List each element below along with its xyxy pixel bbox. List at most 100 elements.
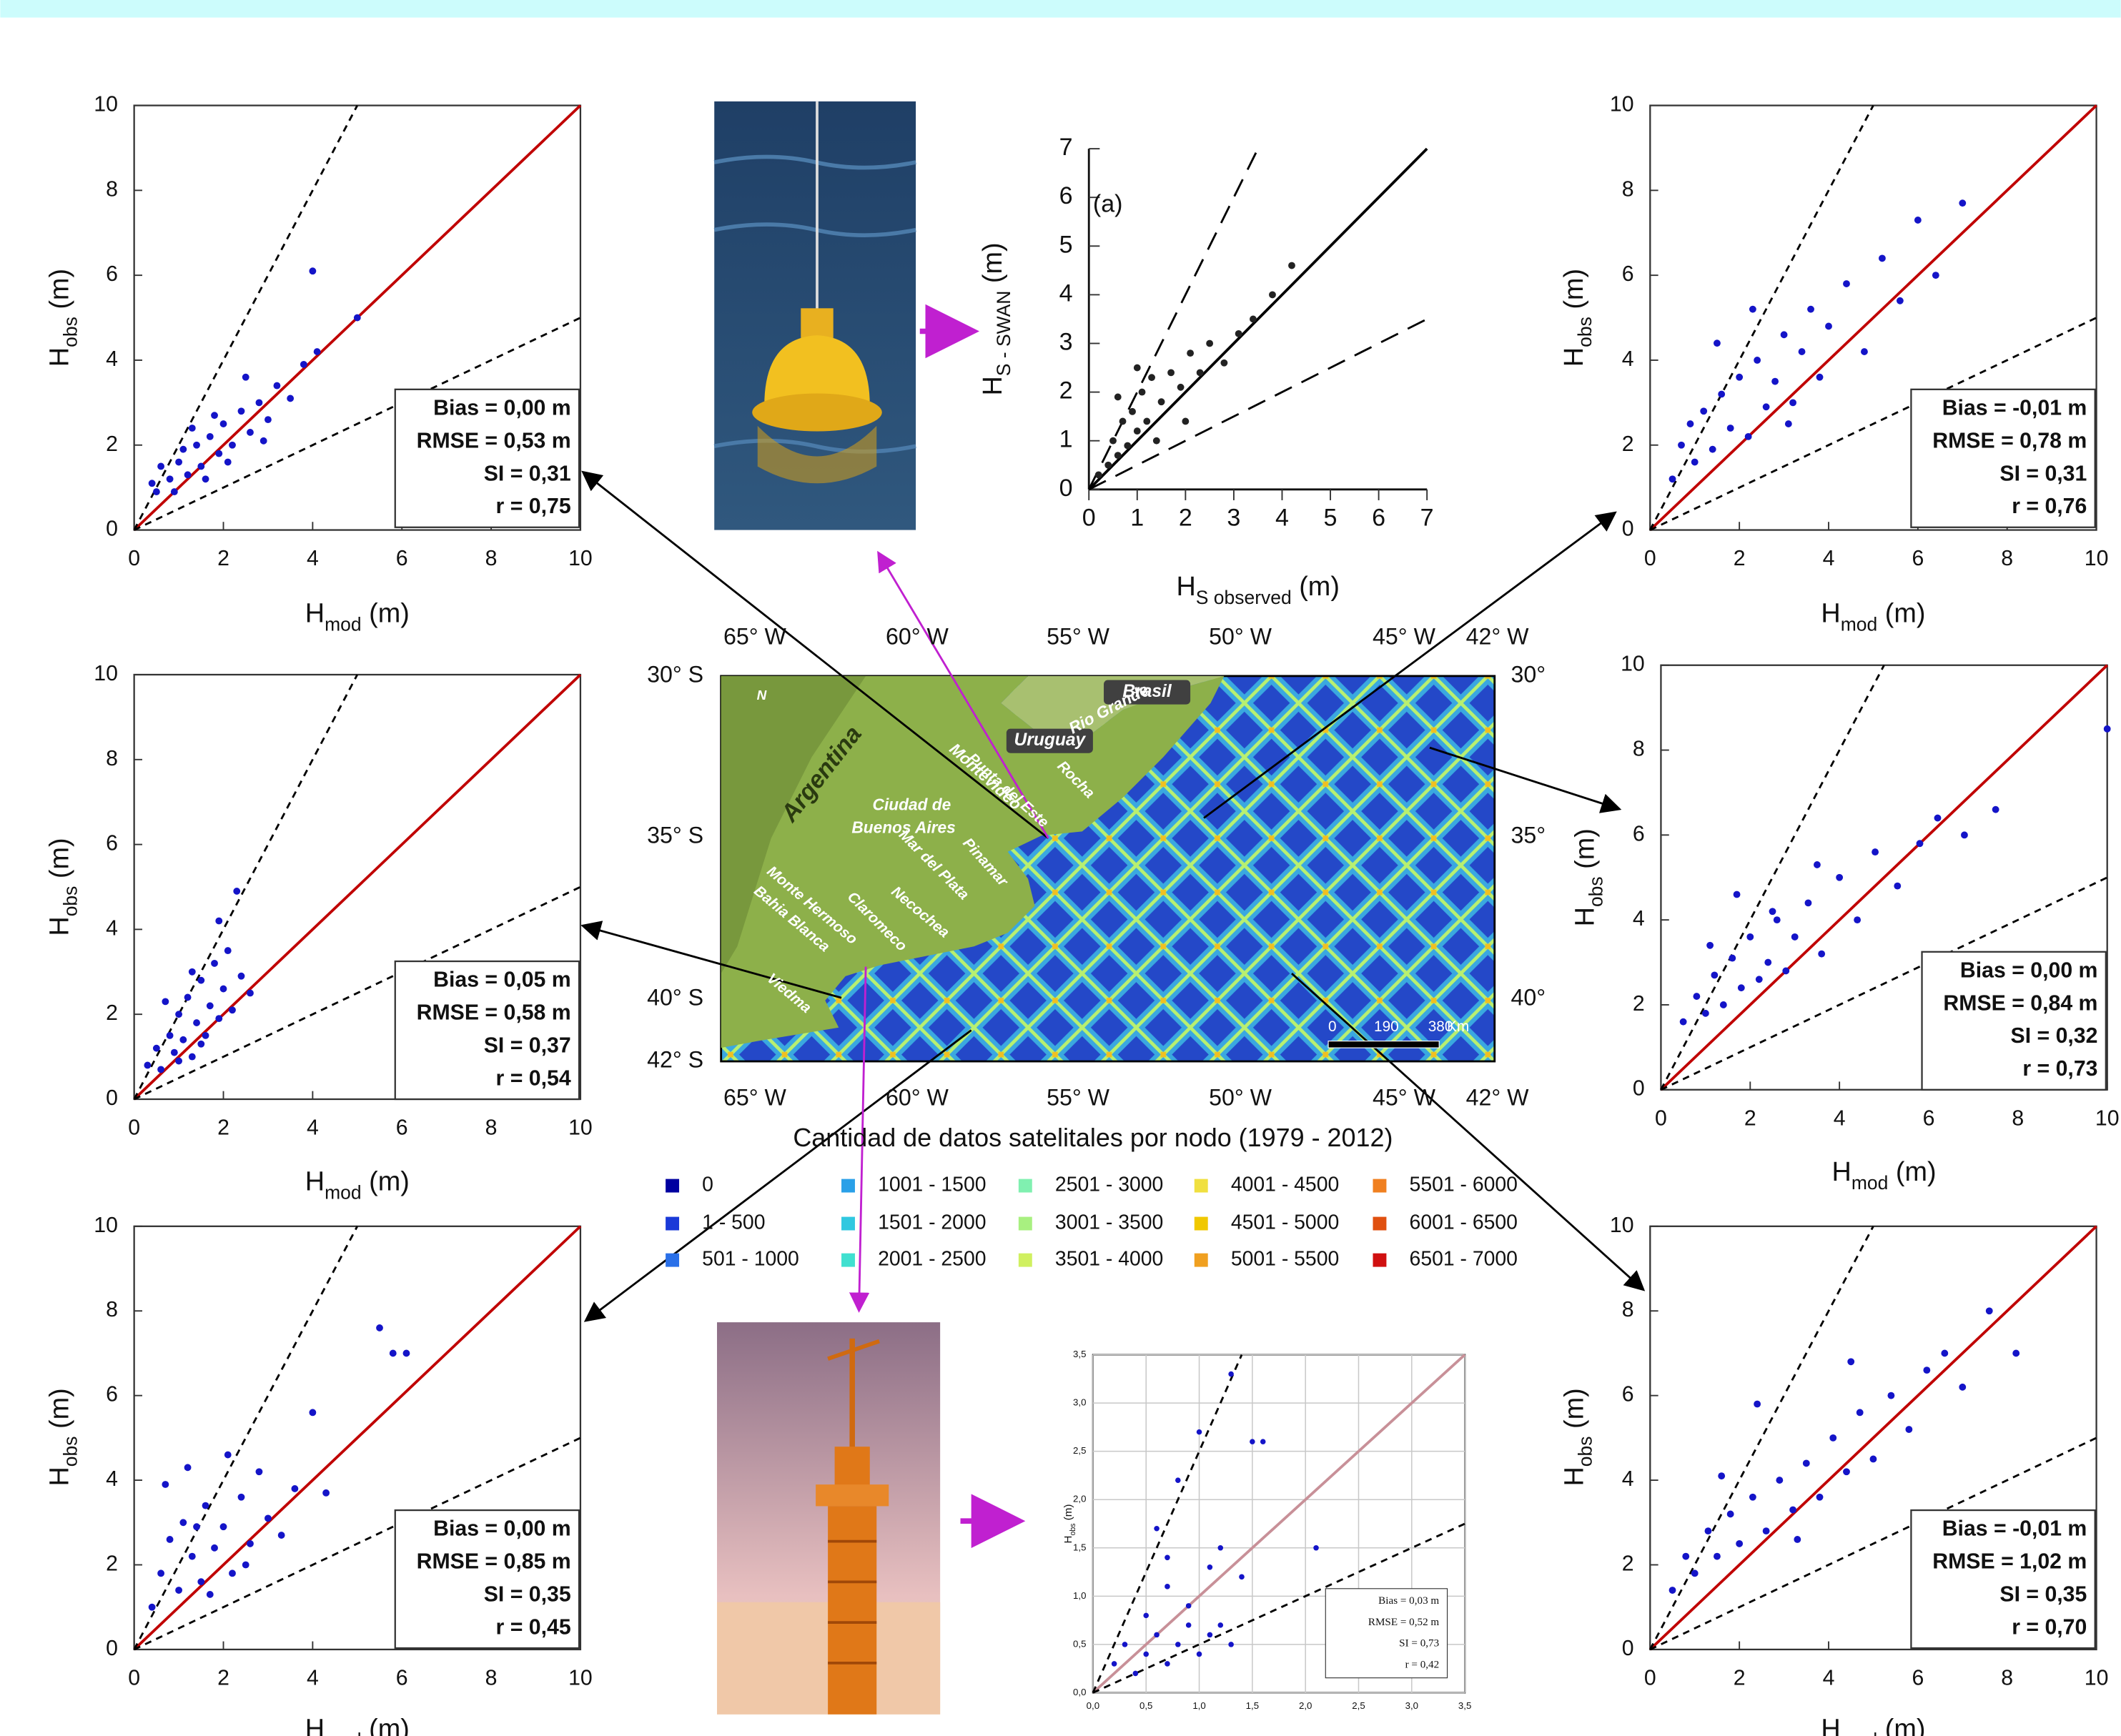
- x-tick-label: 6: [396, 1116, 408, 1140]
- legend-label: 1001 - 1500: [878, 1174, 986, 1196]
- legend-swatch: [1373, 1254, 1386, 1267]
- y-tick-label: 1: [1059, 426, 1073, 453]
- legend-label: 3001 - 3500: [1055, 1211, 1163, 1234]
- data-point: [1887, 1392, 1894, 1399]
- x-axis-label-part: S observed: [1196, 587, 1292, 608]
- data-point: [1134, 427, 1141, 435]
- data-point: [1112, 1661, 1117, 1667]
- data-point: [184, 471, 192, 478]
- stats-text: SI = 0,31: [484, 462, 571, 485]
- legend-swatch: [1373, 1217, 1386, 1231]
- data-point: [242, 1562, 249, 1569]
- data-point: [1693, 993, 1700, 1000]
- legend-label: 0: [702, 1174, 713, 1196]
- y-tick-label: 2: [1633, 992, 1645, 1016]
- data-point: [193, 1019, 200, 1026]
- y-axis-label-part: obs: [60, 886, 81, 917]
- lat-label: 42° S: [647, 1047, 703, 1073]
- panel-label: (a): [1093, 191, 1123, 218]
- data-point: [1857, 1409, 1864, 1416]
- stats-text: Bias = 0,00 m: [1960, 958, 2098, 982]
- x-axis-label-part: H: [1821, 1714, 1840, 1736]
- legend-label: 4001 - 4500: [1231, 1174, 1339, 1196]
- legend-swatch: [841, 1179, 855, 1193]
- y-tick-label: 4: [1059, 279, 1073, 307]
- data-point: [184, 1464, 192, 1471]
- data-point: [247, 429, 254, 436]
- x-axis-label-part: H: [305, 599, 325, 629]
- tower-photo: [717, 1322, 940, 1715]
- stats-text: RMSE = 0,85 m: [417, 1550, 571, 1574]
- data-point: [229, 1569, 236, 1577]
- data-point: [1774, 916, 1781, 923]
- x-tick-label: 2,5: [1352, 1700, 1365, 1711]
- scale-label: 190: [1374, 1018, 1399, 1035]
- x-tick-label: 2: [1744, 1106, 1756, 1130]
- stats-text: r = 0,70: [2012, 1615, 2087, 1639]
- data-point: [1124, 442, 1131, 450]
- data-point: [229, 1006, 236, 1013]
- x-tick-label: 2: [1734, 547, 1746, 570]
- data-point: [215, 1015, 222, 1022]
- x-tick-label: 6: [1912, 547, 1924, 570]
- data-point: [1803, 1459, 1810, 1467]
- stats-text: r = 0,45: [496, 1615, 571, 1639]
- data-point: [1836, 874, 1843, 881]
- data-point: [1872, 848, 1879, 855]
- lon-label: 50° W: [1209, 623, 1272, 649]
- map-title: Cantidad de datos satelitales por nodo (…: [793, 1123, 1393, 1152]
- y-tick-label: 4: [1622, 1467, 1634, 1491]
- x-tick-label: 4: [1834, 1106, 1846, 1130]
- place-label: Ciudad de: [873, 795, 951, 813]
- data-point: [1894, 883, 1901, 890]
- data-point: [1177, 384, 1185, 391]
- stats-text: Bias = -0,01 m: [1942, 1517, 2087, 1541]
- data-point: [1235, 330, 1242, 337]
- y-tick-label: 0: [106, 1086, 118, 1110]
- x-tick-label: 1: [1130, 504, 1144, 531]
- data-point: [1095, 471, 1102, 478]
- data-point: [1738, 984, 1745, 991]
- data-point: [179, 446, 187, 453]
- data-point: [1782, 968, 1789, 975]
- data-point: [149, 1604, 156, 1611]
- data-point: [287, 395, 294, 402]
- data-point: [211, 1544, 218, 1552]
- data-point: [1143, 1652, 1149, 1657]
- stats-text: Bias = 0,05 m: [433, 968, 571, 992]
- data-point: [1805, 899, 1812, 906]
- data-point: [1854, 916, 1861, 923]
- legend-label: 6501 - 7000: [1410, 1248, 1518, 1271]
- x-tick-label: 0: [1644, 1667, 1656, 1690]
- data-point: [189, 1553, 196, 1560]
- data-point: [1109, 437, 1117, 445]
- data-point: [2104, 725, 2111, 733]
- figure: 02468100246810Hmod (m)Hobs (m)Bias = 0,0…: [0, 0, 2121, 1736]
- data-point: [1239, 1574, 1245, 1580]
- data-point: [184, 994, 192, 1001]
- data-point: [1680, 1018, 1687, 1026]
- x-tick-label: 1,0: [1192, 1700, 1205, 1711]
- lat-label: 30°: [1511, 661, 1546, 687]
- x-axis-label-part: mod: [1851, 1172, 1889, 1194]
- data-point: [215, 450, 222, 457]
- x-tick-label: 4: [1823, 1667, 1835, 1690]
- data-point: [229, 442, 236, 449]
- data-point: [197, 1578, 204, 1585]
- data-point: [376, 1324, 383, 1331]
- scale-label: Km: [1447, 1018, 1469, 1035]
- y-tick-label: 10: [1610, 1214, 1634, 1237]
- data-point: [175, 459, 182, 466]
- y-axis-label-part: obs: [1574, 1437, 1596, 1467]
- place-label: N: [757, 688, 767, 703]
- lon-label: 42° W: [1466, 623, 1530, 649]
- y-tick-label: 10: [94, 662, 118, 685]
- y-tick-label: 6: [1059, 182, 1073, 209]
- legend-swatch: [1373, 1179, 1386, 1193]
- x-tick-label: 4: [307, 1667, 319, 1690]
- x-axis-label-part: (m): [1877, 599, 1925, 629]
- x-tick-label: 4: [307, 1116, 319, 1140]
- y-tick-label: 6: [1622, 1383, 1634, 1407]
- data-point: [1764, 959, 1771, 966]
- y-axis-label-part: H: [1559, 1467, 1589, 1486]
